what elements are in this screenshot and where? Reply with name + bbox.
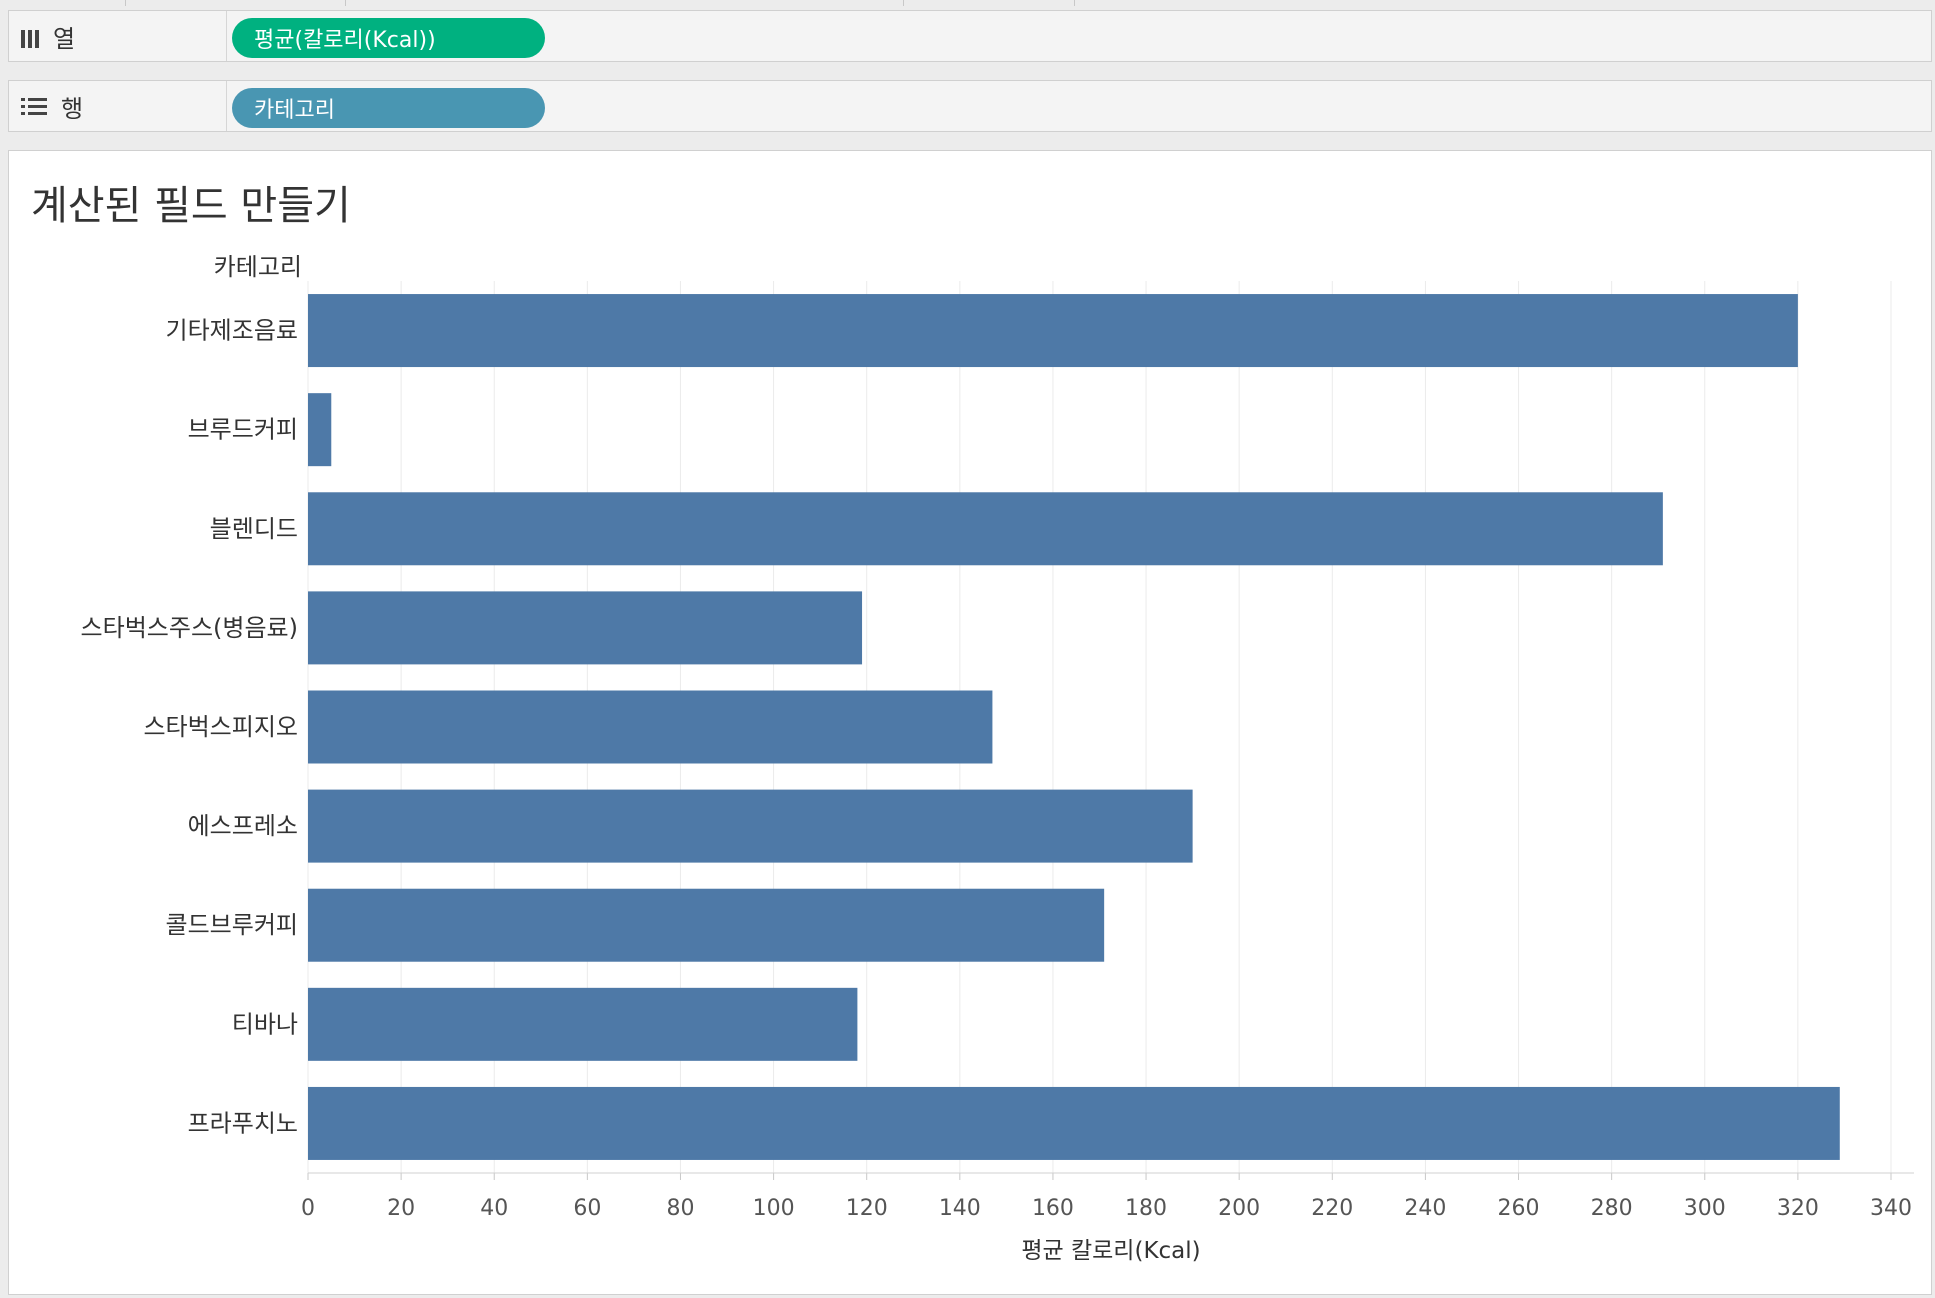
- category-pill[interactable]: 카테고리: [232, 88, 545, 128]
- bar: [308, 987, 858, 1061]
- columns-shelf-header: 열: [9, 11, 227, 61]
- bar: [308, 789, 1193, 863]
- x-tick-label: 40: [480, 1196, 508, 1221]
- category-label: 프라푸치노: [188, 1109, 298, 1137]
- strip-divider: [125, 0, 126, 6]
- x-tick-label: 80: [666, 1196, 694, 1221]
- strip-divider: [1074, 0, 1075, 6]
- x-tick-label: 300: [1684, 1196, 1726, 1221]
- category-label: 콜드브루커피: [166, 911, 298, 939]
- x-tick-label: 120: [846, 1196, 888, 1221]
- category-label: 티바나: [232, 1010, 298, 1038]
- rows-shelf[interactable]: 행 카테고리: [8, 80, 1932, 132]
- bar: [308, 393, 332, 467]
- x-axis-title: 평균 칼로리(Kcal): [1021, 1238, 1200, 1264]
- sheet-title: 계산된 필드 만들기: [31, 183, 351, 229]
- average-calories-pill[interactable]: 평균(칼로리(Kcal)): [232, 18, 545, 58]
- strip-divider: [345, 0, 346, 6]
- x-tick-label: 240: [1404, 1196, 1446, 1221]
- x-tick-label: 220: [1311, 1196, 1353, 1221]
- category-label: 스타벅스피지오: [143, 713, 298, 741]
- category-label: 블렌디드: [210, 515, 298, 543]
- x-tick-label: 340: [1870, 1196, 1912, 1221]
- row-header: 카테고리: [214, 253, 302, 281]
- columns-shelf[interactable]: 열 평균(칼로리(Kcal)): [8, 10, 1932, 62]
- columns-shelf-label: 열: [53, 24, 76, 53]
- x-tick-label: 100: [753, 1196, 795, 1221]
- x-tick-label: 200: [1218, 1196, 1260, 1221]
- x-tick-label: 320: [1777, 1196, 1819, 1221]
- bar: [308, 492, 1663, 566]
- bar: [308, 294, 1798, 368]
- bar: [308, 1086, 1840, 1160]
- x-tick-label: 280: [1591, 1196, 1633, 1221]
- x-tick-label: 20: [387, 1196, 415, 1221]
- category-label: 브루드커피: [188, 416, 298, 444]
- rows-icon: [21, 97, 47, 115]
- category-label: 에스프레소: [188, 812, 298, 840]
- bar: [308, 591, 863, 665]
- x-tick-label: 140: [939, 1196, 981, 1221]
- category-label: 스타벅스주스(병음료): [81, 614, 298, 642]
- x-tick-label: 260: [1498, 1196, 1540, 1221]
- category-label: 기타제조음료: [166, 317, 298, 345]
- x-tick-label: 160: [1032, 1196, 1074, 1221]
- columns-icon: [21, 24, 39, 48]
- rows-shelf-header: 행: [9, 81, 227, 131]
- x-tick-label: 0: [301, 1196, 315, 1221]
- bar: [308, 690, 993, 764]
- x-tick-label: 180: [1125, 1196, 1167, 1221]
- bar: [308, 888, 1105, 962]
- strip-divider: [903, 0, 904, 6]
- rows-shelf-label: 행: [61, 94, 84, 123]
- top-strip: [0, 0, 1935, 8]
- x-tick-label: 60: [573, 1196, 601, 1221]
